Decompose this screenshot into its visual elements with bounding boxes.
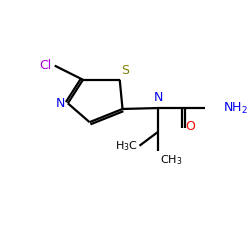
Text: NH$_2$: NH$_2$	[224, 100, 248, 116]
Text: O: O	[186, 120, 196, 134]
Text: H$_3$C: H$_3$C	[115, 139, 138, 153]
Text: CH$_3$: CH$_3$	[160, 153, 183, 167]
Text: N: N	[56, 97, 65, 110]
Text: S: S	[121, 64, 129, 77]
Text: Cl: Cl	[40, 59, 52, 72]
Text: N: N	[154, 91, 163, 104]
